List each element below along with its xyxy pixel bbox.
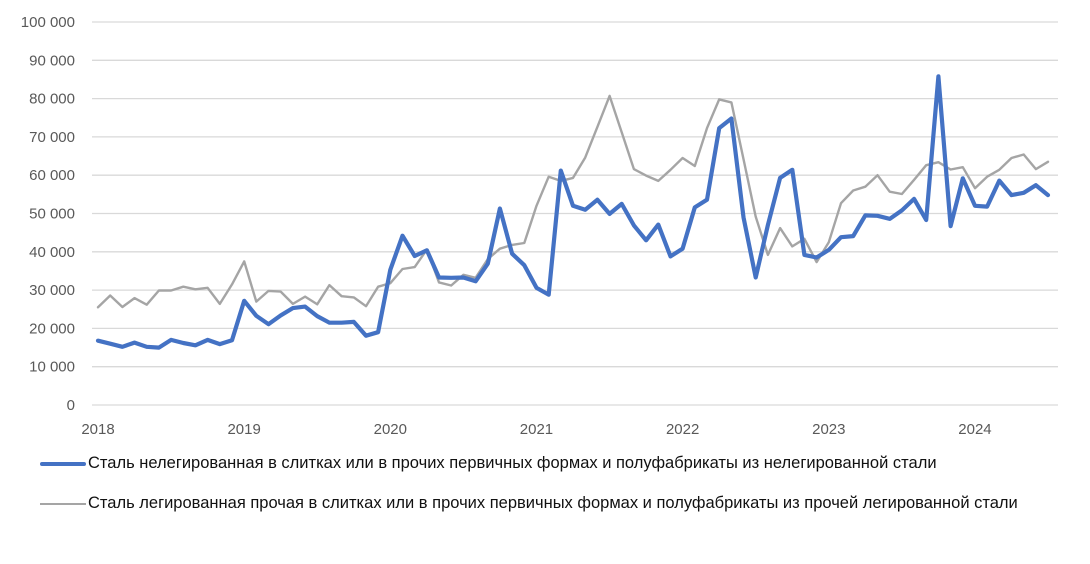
legend-label: Сталь легированная прочая в слитках или … xyxy=(88,494,1018,512)
x-tick-label: 2018 xyxy=(81,421,114,438)
y-tick-label: 40 000 xyxy=(29,244,75,261)
x-axis-labels: 2018 2019 2020 2021 2022 2023 2024 xyxy=(81,421,991,438)
legend-swatch-gray-line-icon xyxy=(40,503,86,505)
x-tick-label: 2024 xyxy=(958,421,991,438)
line-chart: 0 10 000 20 000 30 000 40 000 50 000 60 000 70 … xyxy=(21,14,1058,438)
y-tick-label: 10 000 xyxy=(29,359,75,376)
y-tick-label: 100 000 xyxy=(21,14,75,31)
y-tick-label: 60 000 xyxy=(29,167,75,184)
legend-item-unalloyed-steel: Сталь нелегированная в слитках или в про… xyxy=(40,452,1080,474)
legend: Сталь нелегированная в слитках или в про… xyxy=(40,452,1080,532)
legend-swatch-blue-line-icon xyxy=(40,462,86,466)
x-tick-label: 2021 xyxy=(520,421,553,438)
y-tick-label: 80 000 xyxy=(29,91,75,108)
legend-item-alloyed-steel: Сталь легированная прочая в слитках или … xyxy=(40,492,1080,514)
y-tick-label: 20 000 xyxy=(29,320,75,337)
series-line-unalloyed-steel xyxy=(95,74,1051,350)
x-tick-label: 2023 xyxy=(812,421,845,438)
y-tick-label: 90 000 xyxy=(29,52,75,69)
gridlines xyxy=(92,21,1058,406)
y-tick-label: 0 xyxy=(67,397,75,414)
y-axis-labels: 0 10 000 20 000 30 000 40 000 50 000 60 000 70 … xyxy=(21,14,75,414)
x-tick-label: 2019 xyxy=(227,421,260,438)
series-lines xyxy=(95,74,1051,350)
y-tick-label: 30 000 xyxy=(29,282,75,299)
series-line-alloyed-steel xyxy=(96,94,1050,309)
y-tick-label: 50 000 xyxy=(29,206,75,223)
legend-label: Сталь нелегированная в слитках или в про… xyxy=(88,454,937,472)
y-tick-label: 70 000 xyxy=(29,129,75,146)
x-tick-label: 2020 xyxy=(374,421,407,438)
x-tick-label: 2022 xyxy=(666,421,699,438)
